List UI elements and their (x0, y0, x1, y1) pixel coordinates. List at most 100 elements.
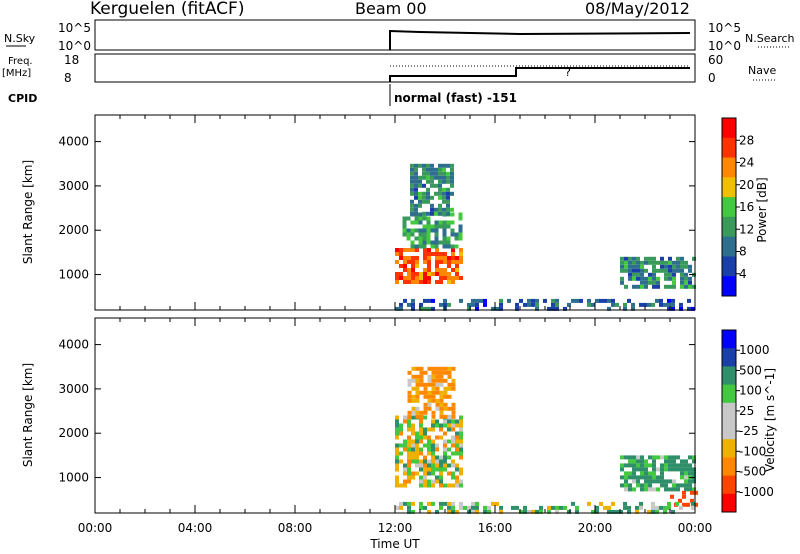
data-cell (415, 280, 419, 284)
data-cell (399, 431, 403, 436)
colorbar-tick-label: 16 (739, 200, 754, 214)
data-cell (632, 459, 636, 464)
data-cell (435, 248, 439, 252)
data-cell (644, 463, 648, 468)
data-cell (459, 260, 463, 264)
data-cell (680, 463, 684, 468)
data-cell (435, 467, 439, 472)
data-cell (414, 220, 419, 225)
data-cell (459, 419, 463, 424)
data-cell (423, 370, 428, 375)
data-cell (451, 280, 455, 284)
data-cell (451, 459, 455, 464)
data-cell (644, 260, 648, 265)
data-cell (427, 459, 431, 464)
data-cell (395, 455, 399, 460)
data-cell (439, 467, 443, 472)
data-cell (684, 264, 688, 269)
data-cell (639, 302, 643, 307)
data-cell (435, 423, 439, 428)
data-cell (471, 298, 475, 303)
data-cell (430, 195, 434, 200)
data-cell (443, 447, 447, 452)
data-cell (454, 232, 459, 237)
data-cell (668, 272, 672, 277)
data-cell (455, 463, 459, 468)
data-cell (427, 374, 432, 379)
data-cell (414, 216, 419, 221)
data-cell (411, 280, 415, 284)
data-cell (636, 260, 640, 265)
data-cell (443, 272, 447, 276)
data-cell (410, 220, 415, 225)
data-cell (410, 167, 414, 172)
noise-top-left: 10^5 (58, 21, 91, 35)
data-cell (664, 467, 668, 472)
data-cell (632, 268, 636, 273)
data-cell (563, 306, 567, 311)
data-cell (414, 179, 418, 184)
x-tick-label: 20:00 (578, 521, 613, 535)
data-cell (644, 471, 648, 476)
data-cell (402, 216, 407, 221)
data-cell (447, 382, 452, 387)
data-cell (459, 501, 463, 506)
data-cell (427, 479, 431, 484)
data-cell (682, 502, 686, 507)
data-cell (422, 175, 426, 180)
data-cell (475, 509, 479, 514)
data-cell (455, 272, 459, 276)
data-cell (640, 471, 644, 476)
data-cell (435, 479, 439, 484)
data-cell (403, 276, 407, 280)
data-cell (523, 509, 527, 514)
data-cell (411, 248, 415, 252)
data-cell (442, 236, 447, 241)
data-cell (430, 167, 434, 172)
data-cell (411, 268, 415, 272)
nave-glitch: ? (565, 66, 571, 79)
data-cell (442, 163, 446, 168)
data-cell (459, 439, 463, 444)
data-cell (684, 280, 688, 285)
data-cell (507, 298, 511, 303)
data-cell (395, 431, 399, 436)
data-cell (443, 256, 447, 260)
data-cell (459, 298, 463, 303)
data-cell (459, 415, 463, 420)
data-cell (395, 435, 399, 440)
data-cell (427, 501, 431, 506)
data-cell (434, 211, 438, 216)
data-cell (575, 509, 579, 514)
data-cell (399, 459, 403, 464)
data-cell (451, 382, 456, 387)
data-cell (407, 505, 411, 510)
data-cell (459, 467, 463, 472)
data-cell (419, 382, 424, 387)
data-cell (676, 260, 680, 265)
data-cell (395, 451, 399, 456)
data-cell (431, 390, 436, 395)
data-cell (419, 475, 423, 480)
data-cell (415, 443, 419, 448)
data-cell (430, 163, 434, 168)
data-cell (423, 280, 427, 284)
data-cell (407, 501, 411, 506)
data-cell (411, 455, 415, 460)
data-cell (419, 483, 423, 488)
data-cell (450, 207, 454, 212)
data-cell (640, 467, 644, 472)
data-cell (435, 374, 440, 379)
data-cell (426, 211, 430, 216)
data-cell (427, 435, 431, 440)
data-cell (410, 244, 415, 249)
data-cell (435, 256, 439, 260)
data-cell (427, 366, 432, 371)
data-cell (407, 451, 411, 456)
data-cell (455, 451, 459, 456)
cpid-text: normal (fast) -151 (394, 91, 517, 105)
data-cell (692, 467, 696, 472)
data-cell (427, 268, 431, 272)
data-cell (620, 483, 624, 488)
y-tick-label: 4000 (58, 135, 89, 149)
